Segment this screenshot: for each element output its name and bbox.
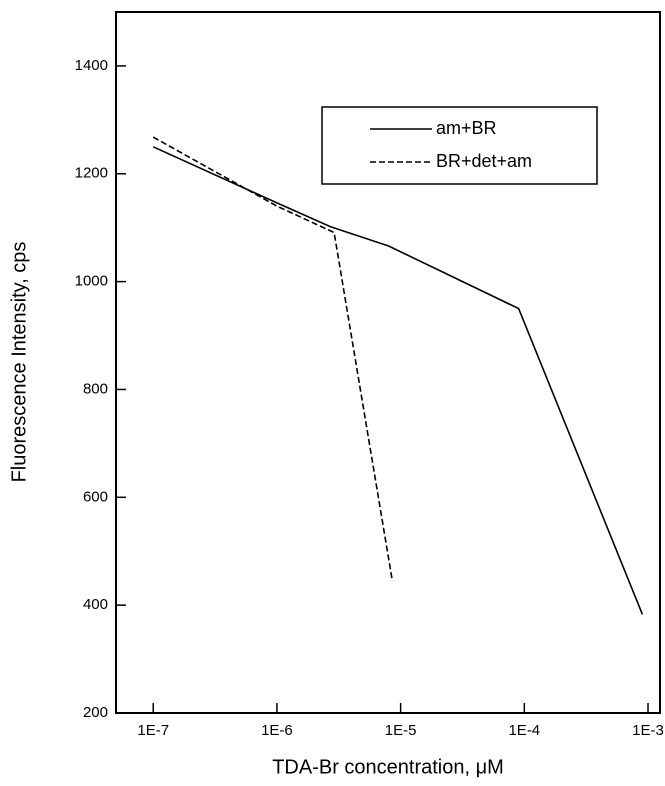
legend-text: am+BR [436, 118, 497, 138]
legend-box [321, 106, 598, 185]
data-line [152, 146, 644, 615]
y-tick-label: 1200 [75, 165, 108, 182]
y-tick-label: 600 [83, 488, 108, 505]
x-tick-label: 1E-6 [261, 722, 293, 739]
x-axis-title: TDA-Br concentration, μM [272, 756, 504, 778]
x-tick-label: 1E-7 [137, 722, 169, 739]
data-line [152, 136, 393, 579]
y-tick-label: 1000 [75, 273, 108, 290]
x-tick-label: 1E-4 [508, 722, 540, 739]
y-axis-title: Fluorescence Intensity, cps [8, 242, 30, 483]
legend-text: BR+det+am [436, 151, 532, 171]
x-tick-label: 1E-3 [632, 722, 664, 739]
y-tick-label: 400 [83, 596, 108, 613]
y-tick-label: 200 [83, 704, 108, 721]
x-tick-label: 1E-5 [385, 722, 417, 739]
y-tick-label: 1400 [75, 57, 108, 74]
plot-frame [115, 11, 661, 714]
y-tick-label: 800 [83, 380, 108, 397]
